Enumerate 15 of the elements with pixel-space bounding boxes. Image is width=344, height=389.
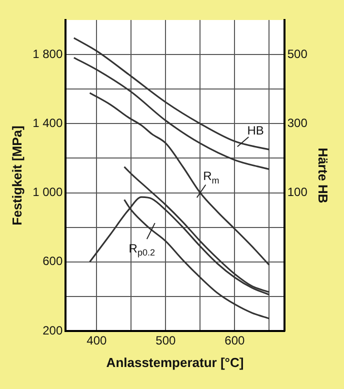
y-axis-title: Festigkeit [MPa] [9,126,24,226]
x-tick-label: 600 [224,334,246,348]
y-tick-label: 200 [42,323,63,338]
y-tick-label: 1 000 [32,185,63,200]
y2-tick-label: 500 [287,46,308,61]
annotation: HB [247,123,264,138]
y-tick-label: 600 [42,254,63,268]
y2-tick-label: 300 [287,116,308,130]
x-tick-label: 400 [86,334,108,348]
y-tick-label: 1 800 [32,46,63,61]
y2-tick-label: 100 [287,185,308,200]
y2-axis-title: Härte HB [316,148,331,204]
y-tick-label: 1 400 [32,116,63,130]
x-tick-label: 500 [156,334,176,348]
x-axis-title: Anlasstemperatur [°C] [106,354,244,370]
